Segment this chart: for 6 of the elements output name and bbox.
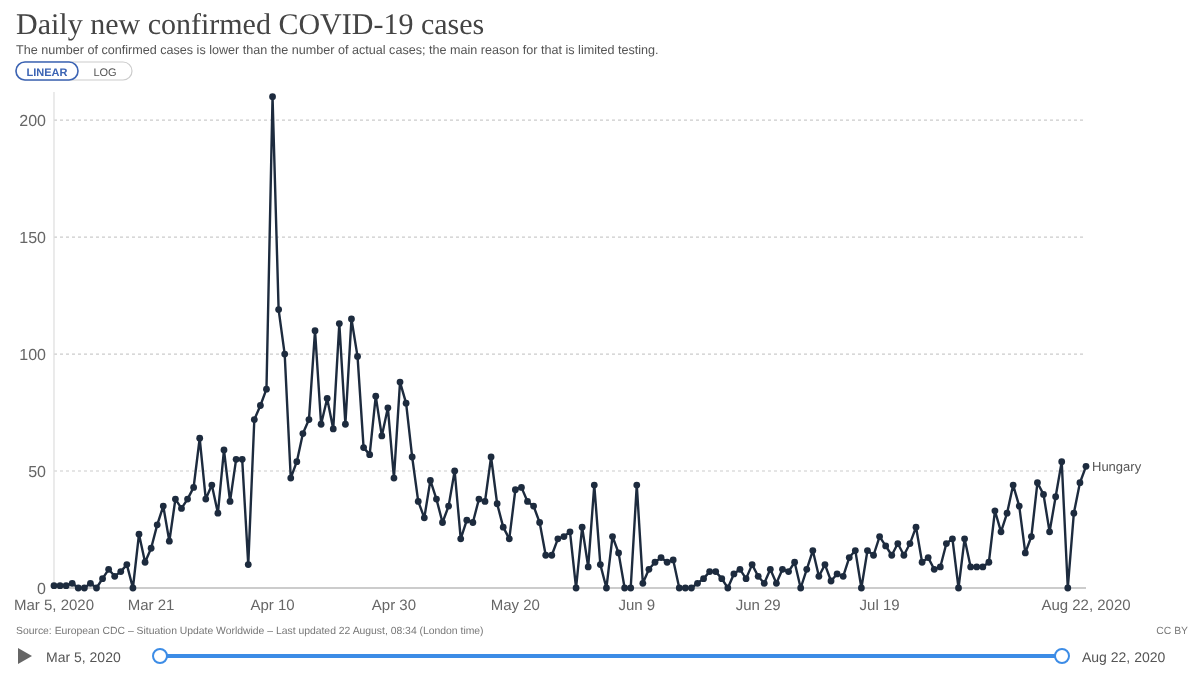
chart-title: Daily new confirmed COVID-19 cases <box>16 10 485 42</box>
y-tick-label: 0 <box>37 580 48 598</box>
y-tick-label: 50 <box>28 463 48 482</box>
y-tick-label: 150 <box>19 229 48 248</box>
y-tick-label: 200 <box>19 112 48 131</box>
y-tick-label: 100 <box>19 346 48 365</box>
